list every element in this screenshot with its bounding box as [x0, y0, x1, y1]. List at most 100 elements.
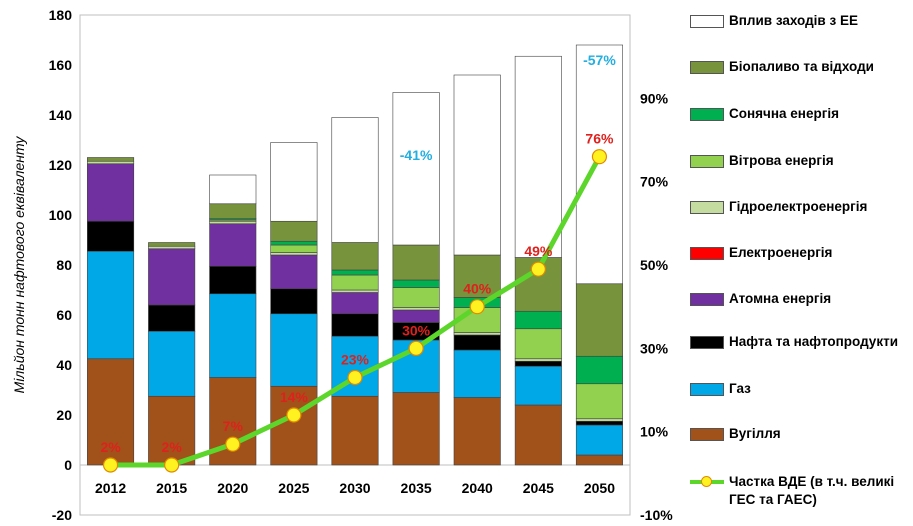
y-tick-label: 0	[64, 457, 72, 473]
bar-segment	[392, 309, 440, 323]
bar-segment	[270, 313, 318, 387]
legend-item: Гідроелектроенергія	[690, 198, 909, 216]
res-share-marker	[225, 436, 241, 452]
res-share-marker	[102, 457, 119, 473]
legend-label: Електроенергія	[729, 245, 833, 260]
y-tick-label: 160	[49, 57, 73, 73]
bar-segment	[87, 250, 135, 360]
legend-swatch	[690, 108, 724, 121]
savings-annotation: -41%	[400, 147, 433, 163]
bar-segment	[331, 269, 379, 276]
y-tick-label: 60	[56, 307, 72, 323]
bar-segment	[270, 252, 318, 256]
legend-item: Атомна енергія	[690, 290, 909, 308]
bar-segment	[575, 44, 623, 285]
legend-swatch	[690, 473, 724, 489]
legend-swatch	[690, 201, 724, 214]
res-share-marker	[469, 299, 485, 315]
bar-segment	[87, 220, 135, 252]
legend-label: Біопаливо та відходи	[729, 59, 874, 74]
bar-segment	[209, 220, 257, 225]
bar-segment	[331, 313, 379, 337]
res-share-marker	[164, 457, 180, 473]
bar-segment	[209, 265, 257, 295]
bar-segment	[453, 74, 501, 256]
legend-label: Газ	[729, 381, 751, 396]
bar-segment	[514, 360, 562, 367]
res-share-label: 2%	[162, 439, 183, 455]
res-share-label: 76%	[585, 131, 614, 147]
bar-segment	[575, 454, 623, 466]
legend-label: Гідроелектроенергія	[729, 199, 868, 214]
res-share-marker	[408, 340, 424, 356]
y-tick-label: 120	[49, 157, 73, 173]
bar-segment	[270, 220, 318, 242]
legend-item: Вплив заходів з ЕЕ	[690, 12, 909, 30]
legend-label: Вугілля	[729, 426, 781, 441]
y-tick-label: -20	[52, 507, 72, 523]
bar-segment	[209, 223, 257, 267]
bar-segment	[209, 203, 257, 220]
legend-label: Частка ВДЕ (в т.ч. великі ГЕС та ГАЕС)	[729, 474, 895, 507]
bar-segment	[331, 117, 379, 243]
y-tick-label: 180	[49, 7, 73, 23]
res-share-marker	[530, 261, 546, 277]
legend-swatch	[690, 155, 724, 168]
res-share-marker	[347, 369, 363, 386]
bar-segment	[453, 254, 501, 298]
bar-segment	[575, 420, 623, 426]
res-share-label: 23%	[341, 352, 370, 368]
legend-swatch	[690, 247, 724, 260]
savings-annotation: -57%	[583, 52, 616, 68]
bar-segment	[514, 404, 562, 466]
res-share-label: 30%	[402, 322, 431, 338]
legend-item: Нафта та нафтопродукти	[690, 333, 909, 351]
bar-segment	[514, 358, 562, 362]
bar-segment	[270, 244, 318, 253]
x-tick-label: 2030	[339, 480, 370, 496]
legend-swatch	[690, 383, 724, 396]
legend-swatch	[690, 428, 724, 441]
bar-segment	[148, 330, 196, 397]
y2-tick-label: -10%	[640, 507, 673, 523]
bar-segment	[514, 365, 562, 406]
bar-segment	[270, 288, 318, 315]
legend-item: Електроенергія	[690, 244, 909, 262]
res-share-marker	[286, 407, 302, 423]
y-axis-label: Мільйон тонн нафтового еквіваленту	[11, 136, 27, 394]
bar-segment	[453, 349, 501, 398]
y-tick-label: 20	[56, 407, 72, 423]
bar-segment	[514, 328, 562, 360]
bar-segment	[209, 293, 257, 378]
legend-swatch	[690, 61, 724, 74]
x-tick-label: 2040	[462, 480, 493, 496]
bar-segment	[270, 385, 318, 466]
bar-segment	[453, 334, 501, 351]
bar-segment	[209, 174, 257, 205]
bar-segment	[392, 279, 440, 288]
bar-segment	[575, 424, 623, 456]
bar-segment	[331, 289, 379, 293]
bar-segment	[453, 397, 501, 466]
y2-tick-label: 90%	[640, 90, 669, 106]
y2-tick-label: 30%	[640, 340, 669, 356]
x-tick-label: 2015	[156, 480, 187, 496]
bar-segment	[514, 310, 562, 330]
legend-item: Біопаливо та відходи	[690, 58, 909, 76]
bar-segment	[514, 55, 562, 258]
y2-tick-label: 10%	[640, 424, 669, 440]
res-share-label: 2%	[100, 439, 121, 455]
bar-segment	[331, 242, 379, 271]
res-share-label: 49%	[524, 243, 553, 259]
legend-label: Вітрова енергія	[729, 153, 834, 168]
bar-segment	[575, 283, 623, 357]
x-tick-label: 2020	[217, 480, 248, 496]
bar-segment	[87, 163, 135, 222]
x-tick-label: 2025	[278, 480, 309, 496]
legend-label: Нафта та нафтопродукти	[729, 334, 898, 349]
y-tick-label: 140	[49, 107, 73, 123]
x-tick-label: 2045	[523, 480, 554, 496]
legend-item: Газ	[690, 380, 909, 398]
res-share-label: 14%	[280, 389, 309, 405]
